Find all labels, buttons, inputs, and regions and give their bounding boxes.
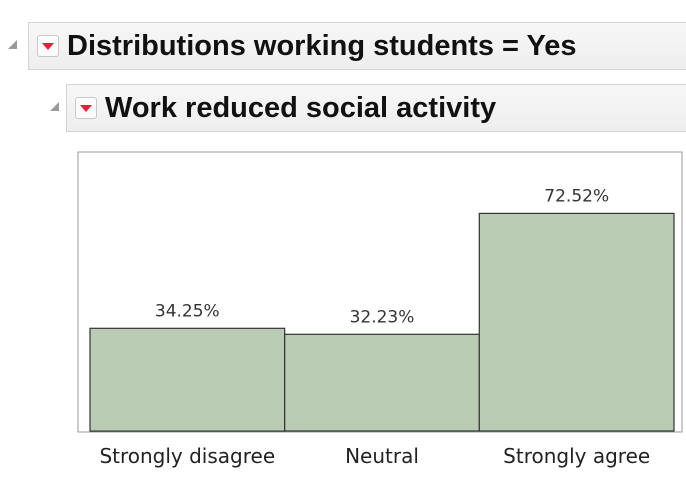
outline-subtitle: Work reduced social activity (105, 91, 497, 124)
bars-group (89, 212, 675, 432)
data-label: 72.52% (544, 186, 609, 206)
bar-strongly-disagree (89, 327, 286, 432)
data-labels-group: 34.25% 32.23% 72.52% (155, 186, 609, 327)
tick-labels-group: Strongly disagree Neutral Strongly agree (99, 444, 650, 468)
x-tick-label: Neutral (345, 444, 419, 468)
red-hotspot-menu-icon[interactable] (75, 97, 97, 119)
data-label: 34.25% (155, 301, 220, 321)
outline-header-distributions: Distributions working students = Yes (28, 22, 686, 70)
disclosure-triangle-icon[interactable] (8, 40, 17, 49)
data-label: 32.23% (350, 307, 415, 327)
x-tick-label: Strongly agree (503, 444, 650, 468)
disclosure-triangle-icon[interactable] (50, 102, 59, 111)
red-hotspot-menu-icon[interactable] (37, 35, 59, 57)
outline-header-work-reduced: Work reduced social activity (66, 84, 686, 132)
x-tick-label: Strongly disagree (99, 444, 275, 468)
bar-strongly-agree (478, 212, 675, 432)
outline-title: Distributions working students = Yes (67, 29, 577, 62)
bar-neutral (284, 333, 481, 432)
